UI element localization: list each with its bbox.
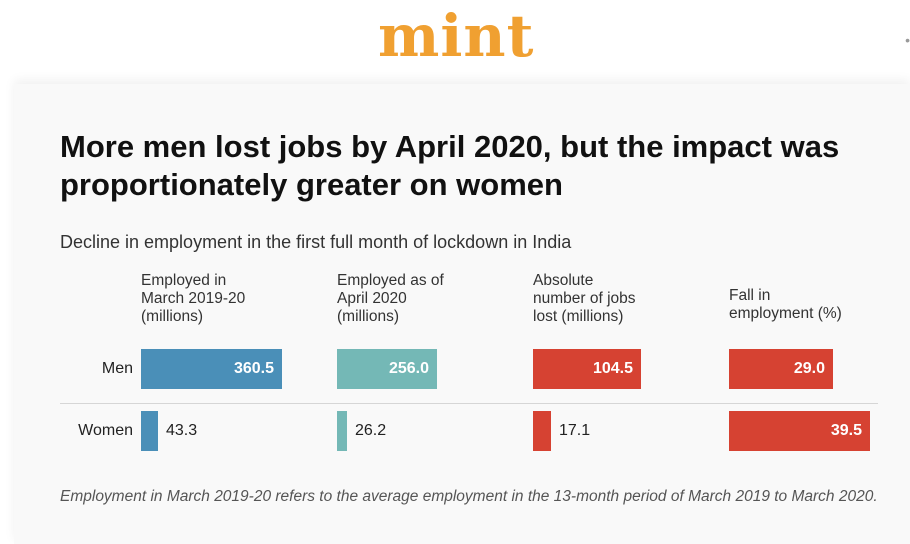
mint-logo[interactable]: mint — [378, 2, 535, 70]
data-label-men-fall_pct: 29.0 — [793, 360, 825, 377]
bar-women-employed_2019_20 — [141, 411, 158, 451]
chart-card — [14, 84, 910, 544]
data-label-men-employed_2019_20: 360.5 — [233, 360, 274, 377]
bar-men-fall_pct — [729, 349, 833, 389]
column-header-employed_apr_2020: Employed as of April 2020 (millions) — [337, 272, 444, 325]
column-header-fall_pct: Fall in employment (%) — [729, 287, 842, 322]
column-header-employed_2019_20: Employed in March 2019-20 (millions) — [141, 272, 246, 325]
data-label-men-employed_apr_2020: 256.0 — [388, 360, 429, 377]
data-label-women-employed_apr_2020: 26.2 — [355, 422, 387, 439]
bar-men-jobs_lost — [533, 349, 641, 389]
column-header-jobs_lost: Absolute number of jobs lost (millions) — [533, 272, 636, 325]
data-label-women-fall_pct: 39.5 — [830, 422, 862, 439]
bar-women-fall_pct — [729, 411, 870, 451]
bar-women-jobs_lost — [533, 411, 551, 451]
data-label-men-jobs_lost: 104.5 — [592, 360, 633, 377]
row-label-women: Women — [78, 422, 133, 439]
data-label-women-employed_2019_20: 43.3 — [166, 422, 198, 439]
bar-men-employed_apr_2020 — [337, 349, 437, 389]
row-divider — [60, 403, 878, 404]
chart-title: More men lost jobs by April 2020, but th… — [60, 129, 840, 202]
edge-dot-icon: • — [905, 32, 910, 48]
masthead: mint • — [0, 0, 910, 80]
data-label-women-jobs_lost: 17.1 — [559, 422, 591, 439]
row-label-men: Men — [101, 360, 133, 377]
bar-women-employed_apr_2020 — [337, 411, 347, 451]
chart-note: Employment in March 2019-20 refers to th… — [60, 488, 878, 505]
bar-men-employed_2019_20 — [141, 349, 282, 389]
chart-subtitle: Decline in employment in the first full … — [60, 232, 572, 252]
